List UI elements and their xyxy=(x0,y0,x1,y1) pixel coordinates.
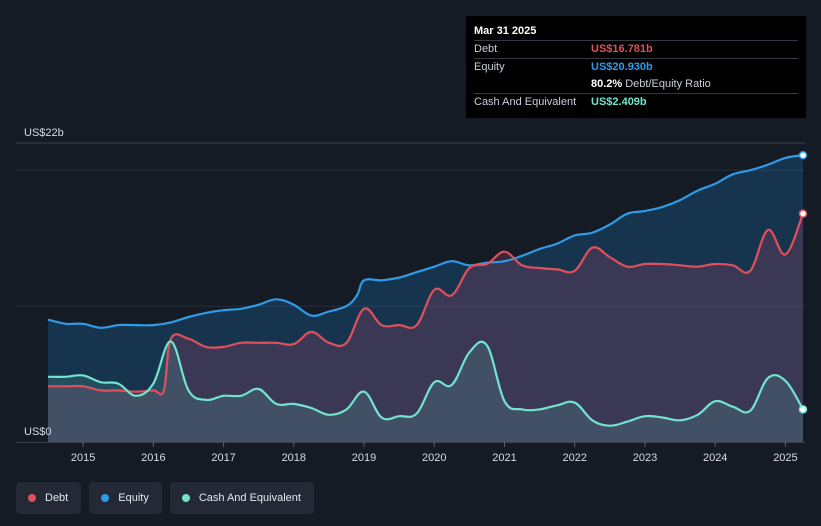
tooltip-value: US$20.930b xyxy=(591,61,653,73)
x-tick-label: 2024 xyxy=(703,452,727,464)
debt-line xyxy=(47,213,805,396)
legend-dot-icon xyxy=(181,494,190,502)
equity-line xyxy=(47,154,804,329)
debt-equity-chart: 2015 2016 2017 2018 2019 2020 2021 2022 2023 2024… xyxy=(16,127,808,464)
x-tick-label: 2016 xyxy=(141,452,165,464)
x-tick-label: 2019 xyxy=(352,452,376,464)
tooltip-row-equity: Equity US$20.930b xyxy=(474,58,798,76)
tooltip-value: US$16.781b xyxy=(591,43,653,55)
legend-dot-icon xyxy=(28,494,36,502)
x-axis-ticks: 2015 2016 2017 2018 2019 2020 2021 2022 2023 2024… xyxy=(71,442,798,464)
chart-legend: Debt Equity Cash And Equivalent xyxy=(16,482,314,514)
x-tick-label: 2020 xyxy=(422,452,446,464)
y-axis-top-label: US$22b xyxy=(24,127,64,139)
tooltip-label: Cash And Equivalent xyxy=(474,96,577,108)
equity-endpoint xyxy=(798,150,808,160)
tooltip-row-ratio: 80.2% Debt/Equity Ratio xyxy=(474,76,798,93)
series-endpoints xyxy=(798,150,808,414)
debt-area xyxy=(48,213,803,442)
tooltip-label xyxy=(474,76,591,93)
tooltip-row-debt: Debt US$16.781b xyxy=(474,40,798,58)
x-tick-label: 2021 xyxy=(492,452,516,464)
legend-item-equity[interactable]: Equity xyxy=(89,482,162,514)
legend-item-debt[interactable]: Debt xyxy=(16,482,82,514)
tooltip-value: 80.2% xyxy=(591,78,623,90)
hover-tooltip: Mar 31 2025 Debt US$16.781b Equity US$20… xyxy=(466,16,806,118)
x-tick-label: 2025 xyxy=(773,452,797,464)
tooltip-ratio-label: Debt/Equity Ratio xyxy=(625,78,711,90)
legend-label: Equity xyxy=(118,492,149,504)
legend-dot-icon xyxy=(101,494,110,502)
y-axis-bottom-label: US$0 xyxy=(24,426,52,438)
series-lines xyxy=(47,154,805,427)
legend-label: Cash And Equivalent xyxy=(198,492,301,504)
grid-lines xyxy=(16,142,805,443)
x-tick-label: 2018 xyxy=(282,452,306,464)
tooltip-value: US$2.409b xyxy=(591,96,647,108)
equity-area xyxy=(48,155,803,442)
tooltip-label: Debt xyxy=(474,43,498,55)
x-tick-label: 2017 xyxy=(211,452,235,464)
series-areas xyxy=(48,155,803,442)
cash-area xyxy=(48,341,803,442)
cash-line xyxy=(47,340,804,427)
x-tick-label: 2023 xyxy=(633,452,657,464)
legend-label: Debt xyxy=(45,492,69,504)
debt-endpoint xyxy=(798,209,808,218)
tooltip-date: Mar 31 2025 xyxy=(474,25,537,37)
tooltip-label: Equity xyxy=(474,61,505,73)
tooltip-row-cash: Cash And Equivalent US$2.409b xyxy=(474,93,798,111)
cash-endpoint xyxy=(798,405,808,414)
legend-item-cash[interactable]: Cash And Equivalent xyxy=(169,482,314,514)
x-tick-label: 2015 xyxy=(71,452,95,464)
x-tick-label: 2022 xyxy=(563,452,587,464)
